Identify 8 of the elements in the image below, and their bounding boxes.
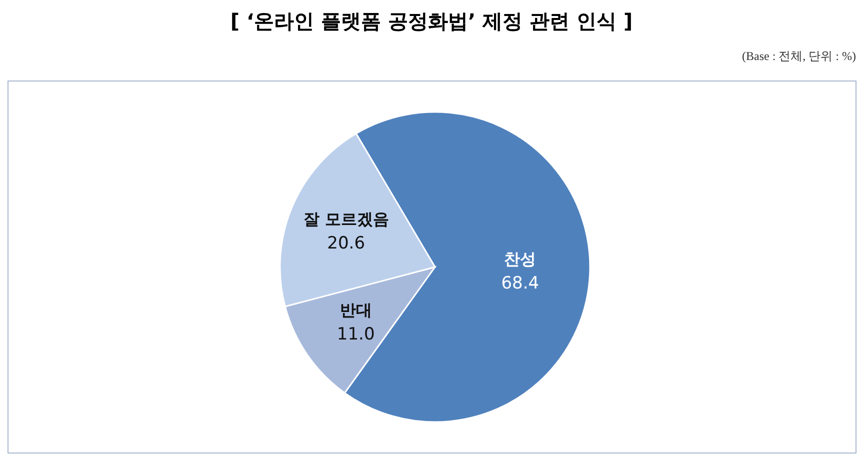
text: (Base : 전체, 단위 : %) <box>742 49 856 63</box>
slice-label: 찬성 <box>504 250 536 269</box>
data-label: 11.0 <box>336 324 375 345</box>
slice-label: 반대 <box>340 300 372 320</box>
slice-label: 잘 모르겠음 <box>303 210 389 229</box>
chart-title: [ ‘온라인 플랫폼 공정화법’ 제정 관련 인식 ] <box>230 9 633 33</box>
data-label: 20.6 <box>327 234 366 254</box>
data-label: 68.4 <box>501 274 540 294</box>
